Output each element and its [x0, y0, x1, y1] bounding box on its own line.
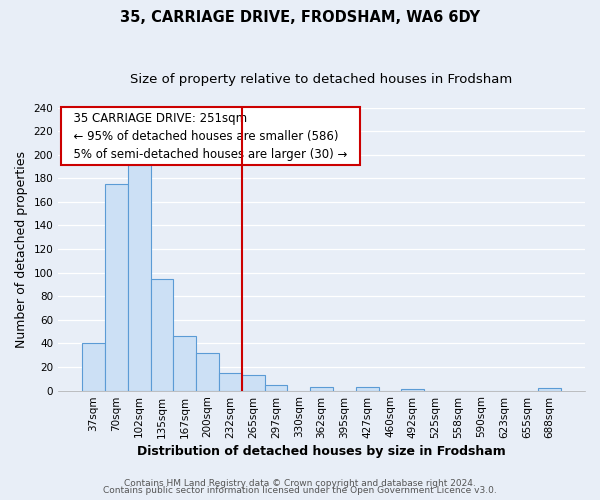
Bar: [173, 336, 196, 390]
Text: Contains public sector information licensed under the Open Government Licence v3: Contains public sector information licen…: [103, 486, 497, 495]
Bar: [538, 388, 561, 390]
Bar: [356, 387, 379, 390]
Bar: [265, 384, 287, 390]
Bar: [310, 387, 333, 390]
Bar: [151, 278, 173, 390]
Bar: [242, 375, 265, 390]
Bar: [128, 166, 151, 390]
Bar: [219, 373, 242, 390]
Bar: [105, 184, 128, 390]
X-axis label: Distribution of detached houses by size in Frodsham: Distribution of detached houses by size …: [137, 444, 506, 458]
Text: Contains HM Land Registry data © Crown copyright and database right 2024.: Contains HM Land Registry data © Crown c…: [124, 478, 476, 488]
Text: 35, CARRIAGE DRIVE, FRODSHAM, WA6 6DY: 35, CARRIAGE DRIVE, FRODSHAM, WA6 6DY: [120, 10, 480, 25]
Title: Size of property relative to detached houses in Frodsham: Size of property relative to detached ho…: [130, 72, 513, 86]
Bar: [82, 344, 105, 390]
Text: 35 CARRIAGE DRIVE: 251sqm  
  ← 95% of detached houses are smaller (586)  
  5% : 35 CARRIAGE DRIVE: 251sqm ← 95% of detac…: [66, 112, 355, 160]
Bar: [196, 353, 219, 391]
Y-axis label: Number of detached properties: Number of detached properties: [15, 150, 28, 348]
